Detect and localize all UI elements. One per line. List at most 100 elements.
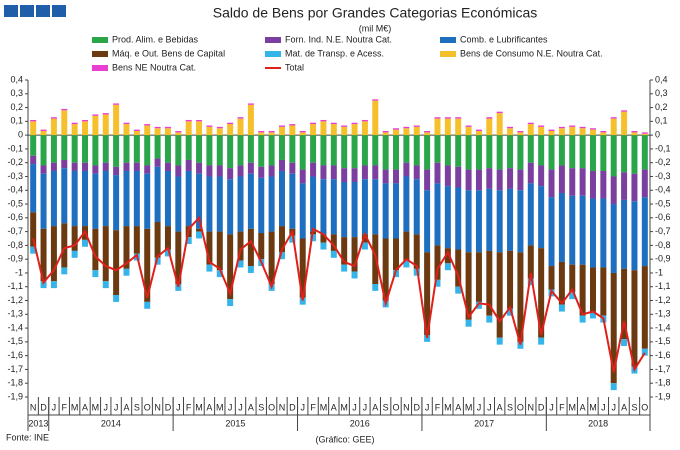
bar-segment xyxy=(175,165,182,177)
bar-segment xyxy=(330,124,337,136)
y-tick-label: -1,4 xyxy=(7,322,23,332)
bar-segment xyxy=(258,232,265,260)
x-tick-label: A xyxy=(455,402,461,412)
logo-block xyxy=(52,5,66,17)
bar-segment xyxy=(600,170,607,199)
x-tick-label: D xyxy=(538,402,545,412)
y2-tick-label: -1,9 xyxy=(655,391,671,401)
bar-segment xyxy=(403,135,410,163)
bar-segment xyxy=(227,299,234,307)
bar-segment xyxy=(268,132,275,136)
bar-segment xyxy=(61,110,68,136)
bar-segment xyxy=(361,121,368,136)
bar-segment xyxy=(517,252,524,342)
bar-segment xyxy=(465,126,472,136)
bar-segment xyxy=(154,126,161,129)
bar-segment xyxy=(278,252,285,260)
x-tick-label: A xyxy=(82,402,88,412)
bar-segment xyxy=(341,181,348,238)
bar-segment xyxy=(237,231,244,261)
bar-segment xyxy=(486,117,493,119)
bar-segment xyxy=(123,135,130,163)
bar-segment xyxy=(320,179,327,235)
bar-segment xyxy=(268,231,275,284)
bar-segment xyxy=(61,108,68,111)
bar-segment xyxy=(289,162,296,174)
bar-segment xyxy=(507,126,514,129)
bar-segment xyxy=(413,125,420,127)
year-label: 2014 xyxy=(101,418,121,428)
bar-segment xyxy=(548,135,555,170)
bar-segment xyxy=(558,304,565,312)
bar-segment xyxy=(320,234,327,243)
legend-swatch xyxy=(440,37,456,43)
bar-segment xyxy=(278,125,285,127)
bar-segment xyxy=(206,176,213,232)
bar-segment xyxy=(113,135,120,167)
bar-segment xyxy=(30,155,37,165)
bar-segment xyxy=(258,166,265,178)
x-tick-label: F xyxy=(310,402,316,412)
bar-segment xyxy=(496,135,503,170)
bar-segment xyxy=(113,295,120,302)
bar-segment xyxy=(444,135,451,166)
bar-segment xyxy=(621,111,628,136)
bar-segment xyxy=(144,135,151,166)
bar-segment xyxy=(164,249,171,257)
bar-segment xyxy=(299,135,306,170)
bar-segment xyxy=(30,121,37,136)
x-tick-label: A xyxy=(331,402,337,412)
bar-segment xyxy=(61,168,68,224)
bar-segment xyxy=(610,117,617,119)
bar-segment xyxy=(299,169,306,184)
bar-segment xyxy=(258,130,265,133)
bar-segment xyxy=(154,128,161,136)
x-tick-label: M xyxy=(340,402,348,412)
bar-segment xyxy=(569,195,576,265)
bar-segment xyxy=(247,135,254,163)
bar-segment xyxy=(455,135,462,167)
bar-segment xyxy=(164,126,171,129)
y2-tick-label: 0,1 xyxy=(655,116,668,126)
y2-tick-label: -1,7 xyxy=(655,364,671,374)
bar-segment xyxy=(50,162,57,171)
x-tick-label: M xyxy=(589,402,597,412)
legend-swatch xyxy=(92,37,108,43)
bar-segment xyxy=(507,188,514,251)
bar-segment xyxy=(424,252,431,335)
bar-segment xyxy=(361,135,368,166)
bar-segment xyxy=(351,181,358,238)
bar-segment xyxy=(382,130,389,133)
bar-segment xyxy=(548,129,555,131)
y2-tick-label: -0,8 xyxy=(655,240,671,250)
bar-segment xyxy=(569,264,576,293)
bar-segment xyxy=(621,110,628,112)
bar-segment xyxy=(185,237,192,245)
bar-segment xyxy=(589,128,596,130)
bar-segment xyxy=(154,135,161,159)
bar-segment xyxy=(144,165,151,174)
bar-segment xyxy=(40,135,47,166)
bar-segment xyxy=(475,190,482,253)
legend-swatch xyxy=(92,51,108,57)
bar-segment xyxy=(196,121,203,136)
bar-segment xyxy=(351,271,358,279)
x-tick-label: O xyxy=(144,402,151,412)
bar-segment xyxy=(507,308,514,316)
y-tick-label: -0,4 xyxy=(7,185,23,195)
x-tick-label: J xyxy=(363,402,368,412)
bar-segment xyxy=(641,197,648,267)
bar-segment xyxy=(71,226,78,251)
bar-segment xyxy=(310,234,317,242)
bar-segment xyxy=(123,122,130,125)
bar-segment xyxy=(538,186,545,249)
x-tick-label: J xyxy=(601,402,606,412)
bar-segment xyxy=(475,252,482,302)
bar-segment xyxy=(330,122,337,125)
bar-segment xyxy=(341,125,348,127)
bar-segment xyxy=(196,119,203,122)
bar-segment xyxy=(102,281,109,289)
x-tick-label: J xyxy=(52,402,57,412)
bar-segment xyxy=(351,168,358,182)
bar-segment xyxy=(330,250,337,258)
